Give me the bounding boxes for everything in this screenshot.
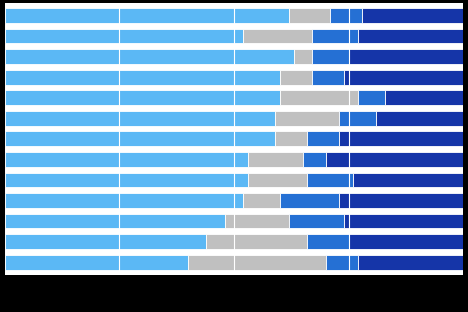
Bar bbox=[349, 234, 463, 249]
Bar bbox=[5, 193, 243, 208]
Bar bbox=[5, 49, 293, 64]
Bar bbox=[243, 29, 312, 43]
Bar bbox=[303, 152, 326, 167]
Bar bbox=[5, 29, 243, 43]
Bar bbox=[280, 193, 339, 208]
Bar bbox=[188, 255, 326, 270]
Bar bbox=[330, 8, 362, 23]
Bar bbox=[289, 8, 330, 23]
Bar bbox=[339, 193, 463, 208]
Bar bbox=[326, 255, 358, 270]
Bar bbox=[358, 90, 385, 105]
Bar bbox=[206, 234, 307, 249]
Bar bbox=[358, 255, 463, 270]
Bar bbox=[243, 193, 280, 208]
Bar bbox=[293, 49, 312, 64]
Bar bbox=[307, 131, 339, 146]
Bar bbox=[349, 49, 463, 64]
Bar bbox=[353, 173, 463, 188]
Bar bbox=[326, 152, 463, 167]
Bar bbox=[344, 70, 463, 85]
Bar bbox=[358, 29, 463, 43]
Bar bbox=[307, 234, 349, 249]
Bar bbox=[312, 49, 349, 64]
Bar bbox=[5, 131, 275, 146]
Bar bbox=[362, 8, 463, 23]
Bar bbox=[339, 111, 376, 126]
Bar bbox=[5, 234, 206, 249]
Bar bbox=[289, 214, 344, 228]
Bar bbox=[5, 90, 280, 105]
Bar bbox=[5, 70, 280, 85]
Bar bbox=[5, 214, 225, 228]
Bar bbox=[225, 214, 289, 228]
Bar bbox=[280, 70, 312, 85]
Bar bbox=[5, 8, 289, 23]
Bar bbox=[312, 29, 358, 43]
Bar bbox=[312, 70, 344, 85]
Bar bbox=[280, 90, 358, 105]
Bar bbox=[5, 255, 188, 270]
Bar bbox=[339, 131, 463, 146]
Bar bbox=[5, 173, 248, 188]
Bar bbox=[275, 131, 307, 146]
Bar bbox=[385, 90, 463, 105]
Bar bbox=[248, 152, 303, 167]
Bar bbox=[376, 111, 463, 126]
Bar bbox=[5, 152, 248, 167]
Bar bbox=[5, 111, 275, 126]
Bar bbox=[344, 214, 463, 228]
Bar bbox=[307, 173, 353, 188]
Bar bbox=[248, 173, 307, 188]
Bar bbox=[275, 111, 339, 126]
